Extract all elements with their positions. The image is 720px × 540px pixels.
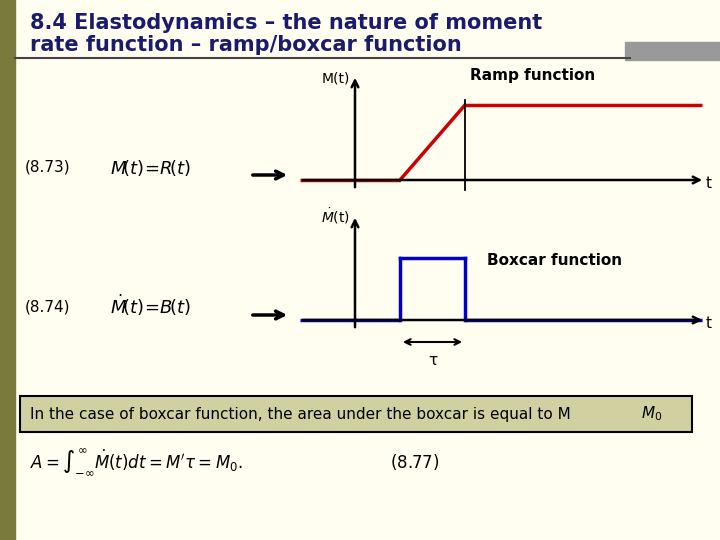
Text: τ: τ: [428, 353, 437, 368]
Text: t: t: [706, 176, 712, 191]
Text: $M_0$: $M_0$: [641, 404, 662, 423]
Text: rate function – ramp/boxcar function: rate function – ramp/boxcar function: [30, 35, 462, 55]
Text: $\dot{M}$(t): $\dot{M}$(t): [321, 207, 350, 226]
FancyBboxPatch shape: [20, 396, 692, 432]
Text: Ramp function: Ramp function: [470, 68, 595, 83]
Text: $\dot{M}\!\left(t\right)\!=\!B\!\left(t\right)$: $\dot{M}\!\left(t\right)\!=\!B\!\left(t\…: [110, 293, 191, 318]
Text: (8.73): (8.73): [25, 160, 71, 175]
Text: Boxcar function: Boxcar function: [487, 253, 622, 268]
Text: $A = \int_{-\infty}^{\infty} \dot{M}\left(t\right)dt = M^{\prime}\tau = M_0.$: $A = \int_{-\infty}^{\infty} \dot{M}\lef…: [30, 447, 243, 477]
Text: t: t: [706, 316, 712, 331]
Text: $(8.77)$: $(8.77)$: [390, 452, 439, 472]
Text: 8.4 Elastodynamics – the nature of moment: 8.4 Elastodynamics – the nature of momen…: [30, 13, 542, 33]
Text: In the case of boxcar function, the area under the boxcar is equal to M: In the case of boxcar function, the area…: [30, 407, 571, 422]
Bar: [0, 0, 15, 540]
Text: M(t): M(t): [322, 72, 350, 86]
Text: (8.74): (8.74): [25, 300, 71, 315]
Text: $M\!\left(t\right)\!=\!R\!\left(t\right)$: $M\!\left(t\right)\!=\!R\!\left(t\right)…: [110, 158, 191, 178]
Bar: [625, 42, 720, 60]
